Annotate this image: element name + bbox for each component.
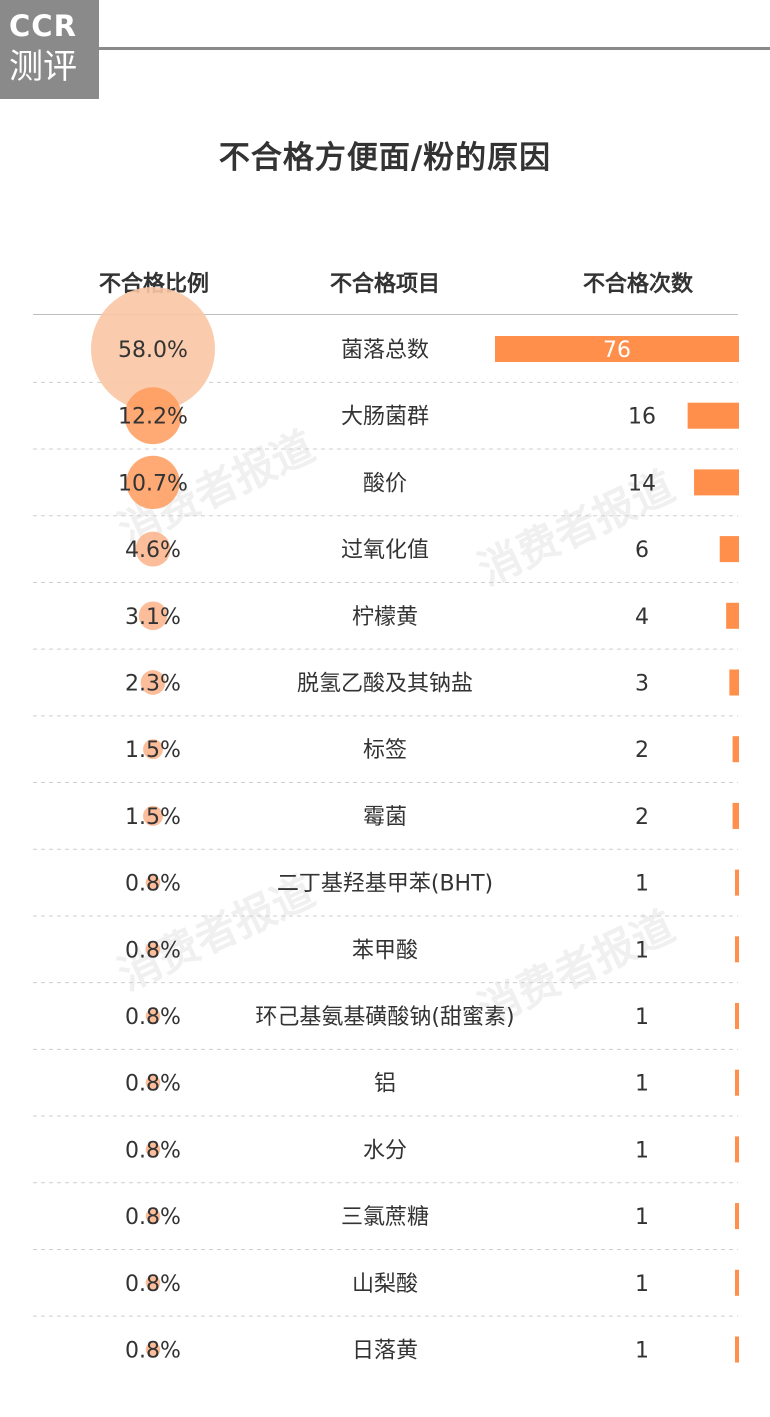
count-label: 4 [635, 605, 649, 630]
item-label: 过氧化值 [341, 538, 429, 563]
count-label: 3 [635, 672, 649, 697]
percent-bubble [143, 805, 163, 826]
percent-label: 0.8% [125, 1205, 181, 1230]
percent-bubble [135, 531, 171, 567]
header-rule [99, 47, 770, 50]
logo-text-ccr: CCR [9, 9, 77, 43]
count-label: 1 [635, 938, 649, 963]
item-label: 菌落总数 [341, 338, 429, 363]
count-bar [735, 936, 739, 963]
count-bar [732, 736, 739, 763]
count-bar [732, 802, 739, 829]
percent-label: 10.7% [118, 471, 188, 496]
count-bar [687, 402, 739, 429]
count-label: 2 [635, 738, 649, 763]
count-bar [735, 1136, 739, 1163]
percent-label: 3.1% [125, 605, 181, 630]
count-label: 1 [635, 1005, 649, 1030]
count-label: 1 [635, 1138, 649, 1163]
count-bar [694, 469, 739, 496]
percent-label: 1.5% [125, 805, 181, 830]
percent-bubble [145, 1142, 161, 1157]
column-header-item: 不合格项目 [329, 272, 440, 297]
count-label: 1 [635, 1205, 649, 1230]
item-label: 日落黄 [352, 1339, 418, 1364]
count-bar [735, 869, 739, 896]
column-header-count: 不合格次数 [582, 272, 693, 297]
percent-bubble [140, 670, 166, 695]
percent-bubble [145, 875, 161, 890]
item-label: 苯甲酸 [352, 938, 418, 963]
item-label: 三氯蔗糖 [341, 1205, 429, 1230]
percent-label: 58.0% [118, 338, 188, 363]
percent-label: 0.8% [125, 938, 181, 963]
count-label: 14 [628, 471, 656, 496]
percent-label: 0.8% [125, 1272, 181, 1297]
percent-label: 0.8% [125, 1072, 181, 1097]
percent-bubble [138, 601, 168, 631]
item-label: 大肠菌群 [341, 405, 429, 430]
percent-bubble [145, 1008, 161, 1024]
item-label: 铝 [374, 1072, 396, 1097]
count-label: 2 [635, 805, 649, 830]
count-label: 76 [603, 338, 631, 363]
item-label: 环己基氨基磺酸钠(甜蜜素) [255, 1005, 514, 1030]
count-label: 16 [628, 405, 656, 430]
header-divider [33, 314, 738, 315]
count-bar [735, 1269, 739, 1296]
percent-bubble [145, 1208, 161, 1224]
item-label: 水分 [363, 1138, 407, 1163]
chart-title: 不合格方便面/粉的原因 [218, 140, 552, 176]
count-bar [735, 1203, 739, 1230]
percent-label: 0.8% [125, 1339, 181, 1364]
logo-text-ceping: 测评 [9, 47, 77, 87]
item-label: 标签 [363, 738, 407, 763]
count-label: 1 [635, 872, 649, 897]
count-bar [735, 1336, 739, 1363]
percent-label: 0.8% [125, 1138, 181, 1163]
percent-bubble [126, 455, 180, 510]
item-label: 脱氢乙酸及其钠盐 [297, 672, 473, 697]
count-label: 6 [635, 538, 649, 563]
percent-bubble [145, 942, 161, 957]
percent-label: 12.2% [118, 405, 188, 430]
count-bar [729, 669, 739, 696]
count-label: 1 [635, 1072, 649, 1097]
percent-label: 2.3% [125, 672, 181, 697]
percent-bubble [145, 1275, 161, 1291]
ccr-logo: CCR 测评 [0, 0, 99, 99]
item-label: 山梨酸 [352, 1272, 418, 1297]
percent-bubble [145, 1075, 161, 1090]
percent-bubble [91, 287, 215, 411]
count-bar [735, 1069, 739, 1096]
count-bar [735, 1003, 739, 1029]
count-label: 1 [635, 1272, 649, 1297]
item-label: 霉菌 [363, 805, 407, 830]
item-label: 柠檬黄 [352, 605, 418, 630]
count-bar [495, 336, 739, 362]
count-bar [719, 536, 739, 563]
count-bar [726, 602, 739, 629]
percent-bubble [124, 387, 182, 445]
count-label: 1 [635, 1339, 649, 1364]
percent-label: 4.6% [125, 538, 181, 563]
item-label: 二丁基羟基甲苯(BHT) [277, 872, 493, 897]
percent-label: 1.5% [125, 738, 181, 763]
percent-label: 0.8% [125, 872, 181, 897]
percent-bubble [145, 1342, 161, 1357]
percent-label: 0.8% [125, 1005, 181, 1030]
item-label: 酸价 [363, 471, 407, 496]
percent-bubble [143, 739, 163, 760]
